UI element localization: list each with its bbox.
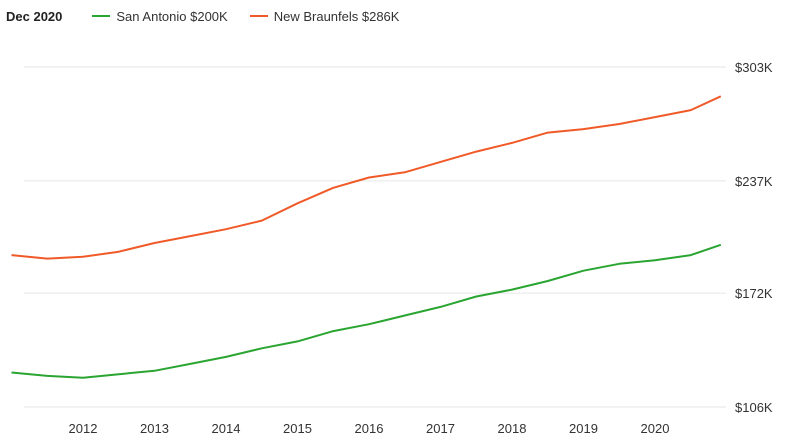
- series-line-new-braunfels[interactable]: [11, 95, 722, 260]
- date-label: Dec 2020: [6, 8, 63, 24]
- x-tick-label: 2012: [69, 421, 98, 436]
- x-tick-label: 2020: [641, 421, 670, 436]
- legend-item-san-antonio[interactable]: San Antonio $200K: [92, 8, 228, 24]
- x-tick-label: 2013: [140, 421, 169, 436]
- legend-item-new-braunfels[interactable]: New Braunfels $286K: [249, 8, 400, 24]
- x-axis-ticks: 2012 2013 2014 2015 2016 2017 2018 2019 2020: [69, 421, 670, 436]
- x-tick-label: 2017: [426, 421, 455, 436]
- legend-swatch-new-braunfels: [249, 15, 268, 17]
- y-tick-label: $172K: [735, 286, 773, 301]
- x-tick-label: 2019: [569, 421, 598, 436]
- x-tick-label: 2014: [212, 421, 241, 436]
- y-tick-label: $303K: [735, 60, 773, 75]
- legend-label-san-antonio: San Antonio $200K: [116, 8, 228, 24]
- legend-swatch-san-antonio: [92, 15, 111, 17]
- y-tick-label: $106K: [735, 400, 773, 415]
- y-tick-label: $237K: [735, 174, 773, 189]
- legend-label-new-braunfels: New Braunfels $286K: [273, 8, 400, 24]
- gridlines: [24, 66, 726, 408]
- series-lines[interactable]: [11, 95, 722, 379]
- chart-header: Dec 2020 San Antonio $200K New Braunfels…: [6, 6, 421, 26]
- y-axis-ticks: $303K $237K $172K $106K: [735, 60, 773, 415]
- x-tick-label: 2016: [355, 421, 384, 436]
- series-line-san-antonio[interactable]: [11, 243, 722, 379]
- x-tick-label: 2018: [498, 421, 527, 436]
- x-tick-label: 2015: [283, 421, 312, 436]
